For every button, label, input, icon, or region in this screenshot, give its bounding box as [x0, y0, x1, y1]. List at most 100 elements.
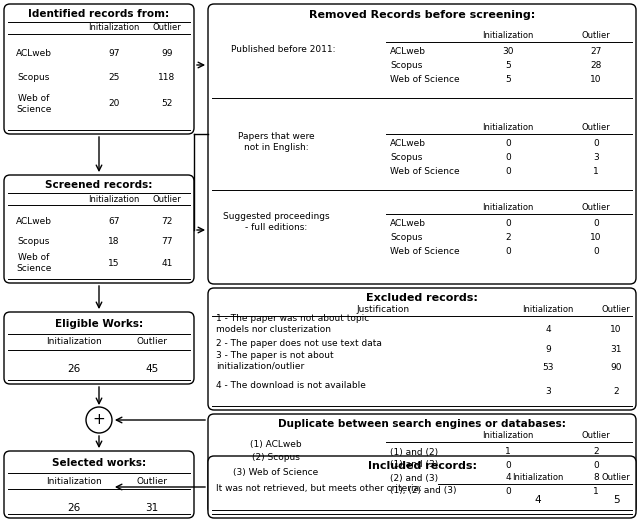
Text: 72: 72: [161, 217, 173, 226]
Text: Web of Science: Web of Science: [390, 168, 460, 176]
FancyBboxPatch shape: [4, 4, 194, 134]
FancyBboxPatch shape: [208, 414, 636, 514]
Text: Identified records from:: Identified records from:: [28, 9, 170, 19]
Text: 0: 0: [505, 460, 511, 469]
Text: Web of
Science: Web of Science: [16, 253, 52, 272]
Text: 0: 0: [593, 219, 599, 229]
Text: (2) and (3): (2) and (3): [390, 473, 438, 482]
FancyBboxPatch shape: [4, 312, 194, 384]
Text: 0: 0: [505, 168, 511, 176]
Text: Outlier: Outlier: [602, 305, 630, 314]
Text: Initialization: Initialization: [46, 338, 102, 347]
Text: 26: 26: [67, 503, 81, 513]
Text: 5: 5: [505, 62, 511, 70]
Text: 4: 4: [505, 473, 511, 482]
Text: 4: 4: [545, 326, 551, 335]
Text: 0: 0: [505, 487, 511, 495]
Text: Initialization: Initialization: [483, 432, 534, 441]
Text: 0: 0: [593, 460, 599, 469]
Text: Outlier: Outlier: [136, 477, 168, 485]
Text: 3: 3: [593, 153, 599, 162]
Text: Initialization: Initialization: [483, 204, 534, 212]
Text: Outlier: Outlier: [602, 473, 630, 482]
Text: 0: 0: [505, 153, 511, 162]
Text: Screened records:: Screened records:: [45, 180, 153, 190]
Text: ACLweb: ACLweb: [16, 50, 52, 58]
Text: 90: 90: [611, 362, 621, 372]
Text: 97: 97: [108, 50, 120, 58]
Text: 118: 118: [158, 74, 175, 82]
Text: ACLweb: ACLweb: [390, 48, 426, 56]
Text: Web of Science: Web of Science: [390, 76, 460, 85]
Text: Scopus: Scopus: [18, 74, 50, 82]
Text: (3) Web of Science: (3) Web of Science: [234, 468, 319, 477]
Text: Included records:: Included records:: [367, 461, 477, 471]
Text: 0: 0: [593, 139, 599, 148]
Text: 53: 53: [542, 362, 554, 372]
Text: Suggested proceedings
- full editions:: Suggested proceedings - full editions:: [223, 212, 330, 232]
Text: Initialization: Initialization: [88, 23, 140, 32]
FancyBboxPatch shape: [4, 451, 194, 518]
Text: (2) Scopus: (2) Scopus: [252, 454, 300, 462]
Text: Initialization: Initialization: [46, 477, 102, 485]
Text: It was not retrieved, but meets other criteria:: It was not retrieved, but meets other cr…: [216, 483, 422, 492]
Text: Web of
Science: Web of Science: [16, 94, 52, 114]
Text: 67: 67: [108, 217, 120, 226]
Text: 3 - The paper is not about
initialization/outlier: 3 - The paper is not about initializatio…: [216, 351, 333, 371]
FancyBboxPatch shape: [208, 4, 636, 284]
Text: 20: 20: [108, 100, 120, 109]
Text: Initialization: Initialization: [512, 473, 564, 482]
Text: Web of Science: Web of Science: [390, 247, 460, 256]
Text: 99: 99: [161, 50, 173, 58]
FancyBboxPatch shape: [208, 456, 636, 518]
Text: 0: 0: [593, 247, 599, 256]
Text: Outlier: Outlier: [582, 204, 611, 212]
Text: 5: 5: [612, 495, 620, 505]
Text: 26: 26: [67, 364, 81, 374]
Text: 5: 5: [505, 76, 511, 85]
Text: Scopus: Scopus: [390, 62, 422, 70]
Text: 28: 28: [590, 62, 602, 70]
Text: Scopus: Scopus: [390, 153, 422, 162]
Text: 0: 0: [505, 219, 511, 229]
Text: 1 - The paper was not about topic
models nor clusterization: 1 - The paper was not about topic models…: [216, 314, 369, 334]
Text: 0: 0: [505, 139, 511, 148]
Text: (1), (2) and (3): (1), (2) and (3): [390, 487, 456, 495]
Text: Outlier: Outlier: [152, 23, 181, 32]
Text: 3: 3: [545, 386, 551, 396]
Text: Outlier: Outlier: [582, 31, 611, 41]
Text: 45: 45: [145, 364, 159, 374]
Text: 0: 0: [505, 247, 511, 256]
Text: 1: 1: [593, 487, 599, 495]
Text: 18: 18: [108, 236, 120, 245]
Text: Initialization: Initialization: [483, 31, 534, 41]
Text: (1) ACLweb: (1) ACLweb: [250, 440, 302, 448]
Text: 10: 10: [611, 326, 621, 335]
Text: Outlier: Outlier: [582, 124, 611, 133]
Text: 10: 10: [590, 233, 602, 243]
Text: 77: 77: [161, 236, 173, 245]
Text: Scopus: Scopus: [390, 233, 422, 243]
Text: Justification: Justification: [356, 305, 410, 314]
Text: Removed Records before screening:: Removed Records before screening:: [309, 10, 535, 20]
Text: 2: 2: [613, 386, 619, 396]
Text: Outlier: Outlier: [136, 338, 168, 347]
Text: 27: 27: [590, 48, 602, 56]
Text: 31: 31: [611, 345, 621, 353]
Text: 25: 25: [108, 74, 120, 82]
Text: Initialization: Initialization: [88, 195, 140, 204]
Text: 2: 2: [505, 233, 511, 243]
Text: Selected works:: Selected works:: [52, 458, 146, 468]
Text: 2 - The paper does not use text data: 2 - The paper does not use text data: [216, 338, 382, 348]
Text: 4 - The download is not available: 4 - The download is not available: [216, 381, 366, 389]
Text: Duplicate between search engines or databases:: Duplicate between search engines or data…: [278, 419, 566, 429]
Text: Scopus: Scopus: [18, 236, 50, 245]
Text: Papers that were
not in English:: Papers that were not in English:: [237, 132, 314, 152]
Text: Published before 2011:: Published before 2011:: [231, 45, 335, 54]
Text: 4: 4: [534, 495, 541, 505]
Text: 52: 52: [161, 100, 173, 109]
Text: +: +: [93, 412, 106, 428]
Text: (1) and (2): (1) and (2): [390, 447, 438, 457]
Text: Outlier: Outlier: [582, 432, 611, 441]
Text: 1: 1: [505, 447, 511, 457]
